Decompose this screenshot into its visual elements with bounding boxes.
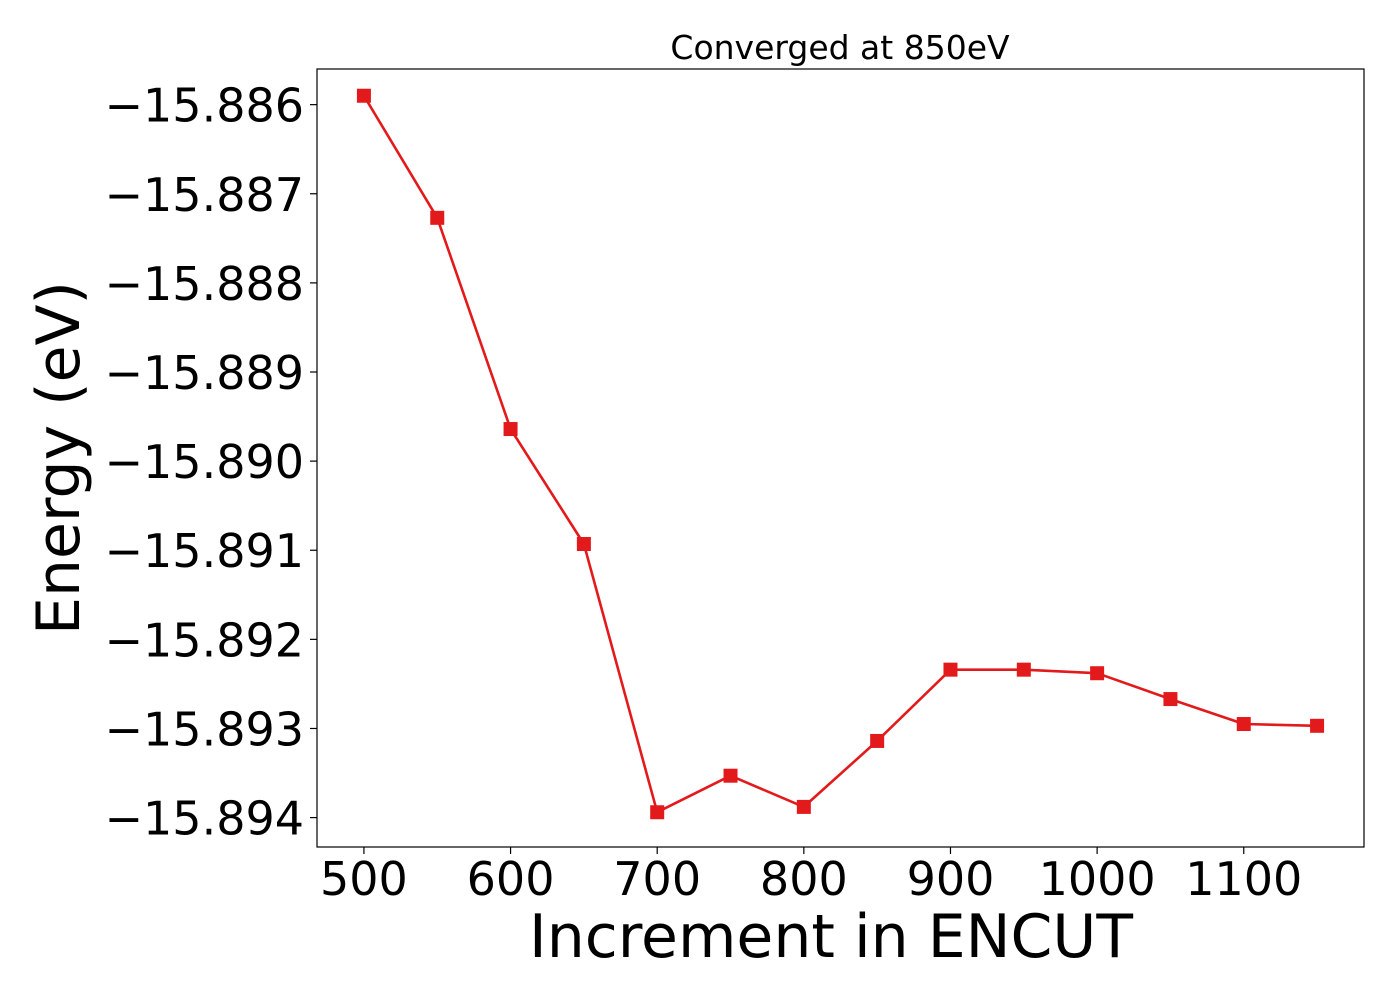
y-tick-label: −15.893 [105, 702, 305, 756]
data-point-marker [723, 768, 738, 783]
data-point-marker [576, 536, 591, 551]
x-tick-label: 700 [613, 852, 701, 906]
y-tick-label: −15.887 [105, 168, 305, 222]
y-axis-ticks: −15.886 −15.887 −15.888 −15.889 −15.890 −15.8… [105, 79, 317, 846]
plot-area-frame [316, 68, 1365, 848]
data-point-marker [650, 805, 665, 820]
y-tick-label: −15.892 [105, 613, 305, 667]
data-point-marker [1016, 662, 1031, 677]
x-tick-label: 500 [320, 852, 408, 906]
chart-title: Converged at 850eV [670, 28, 1010, 67]
data-point-marker [796, 799, 811, 814]
data-point-marker [1310, 718, 1325, 733]
data-point-marker [430, 210, 445, 225]
data-point-marker [1163, 692, 1178, 707]
y-axis-label: Energy (eV) [24, 281, 94, 635]
data-point-marker [943, 662, 958, 677]
data-point-marker [1236, 717, 1251, 732]
data-point-marker [1090, 666, 1105, 681]
series-line [362, 95, 1318, 814]
data-point-marker [356, 88, 371, 103]
data-point-marker [870, 733, 885, 748]
y-tick-label: −15.889 [105, 346, 305, 400]
y-tick-label: −15.890 [105, 435, 305, 489]
x-tick-label: 1000 [1039, 852, 1156, 906]
x-axis-label: Increment in ENCUT [529, 902, 1133, 972]
y-tick-label: −15.891 [105, 524, 305, 578]
x-tick-label: 600 [467, 852, 555, 906]
data-point-marker [503, 422, 518, 437]
x-tick-label: 1100 [1185, 852, 1302, 906]
x-axis-ticks: 500 600 700 800 900 1000 1100 [320, 847, 1302, 906]
y-tick-label: −15.888 [105, 257, 305, 311]
x-tick-label: 800 [760, 852, 848, 906]
y-tick-label: −15.886 [105, 79, 305, 133]
series-layer [356, 88, 1325, 820]
y-tick-label: −15.894 [105, 792, 305, 846]
x-tick-label: 900 [907, 852, 995, 906]
